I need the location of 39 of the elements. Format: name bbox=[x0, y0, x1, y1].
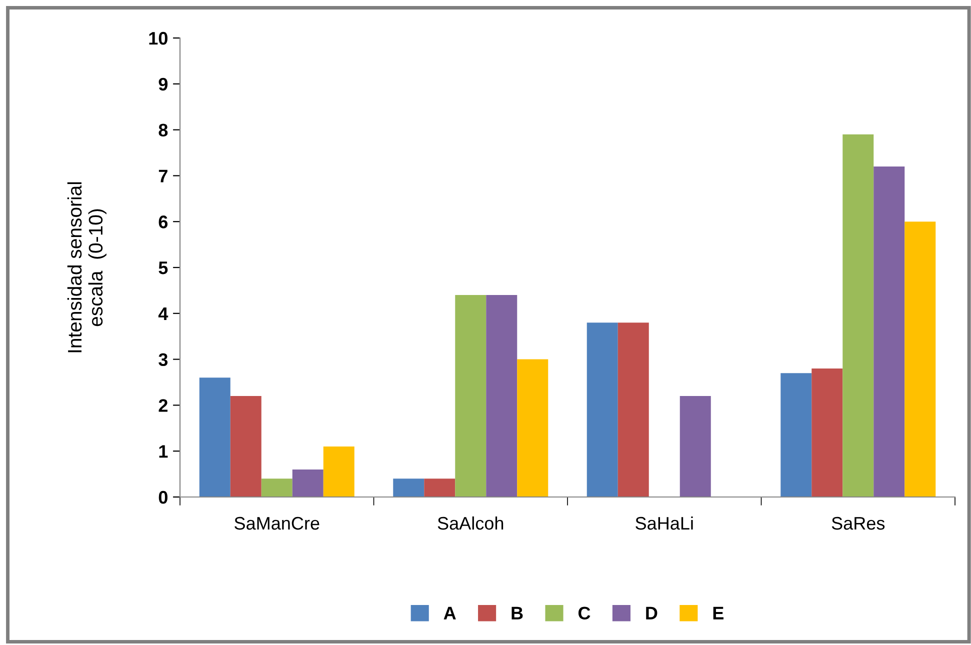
bar bbox=[424, 478, 456, 497]
legend-label: B bbox=[512, 606, 523, 620]
y-axis-title: Intensidad sensorial escala (0-10) bbox=[67, 182, 106, 352]
bar bbox=[323, 446, 354, 497]
y-tick-label: 6 bbox=[158, 216, 168, 228]
y-tick-label: 0 bbox=[158, 490, 168, 504]
bar bbox=[455, 295, 486, 497]
legend-label: C bbox=[578, 606, 590, 620]
bar bbox=[199, 378, 230, 497]
x-tick-label: SaManCre bbox=[234, 516, 320, 530]
y-tick-label: 5 bbox=[158, 262, 168, 274]
bar bbox=[393, 478, 424, 497]
bar bbox=[292, 469, 324, 497]
bar bbox=[904, 222, 936, 497]
x-tick-label: SaRes bbox=[832, 516, 885, 530]
bar bbox=[586, 322, 618, 497]
legend-label: E bbox=[713, 606, 724, 620]
bar bbox=[230, 396, 262, 497]
bar bbox=[812, 368, 843, 497]
bar bbox=[618, 322, 649, 497]
bar bbox=[842, 134, 874, 497]
y-tick-label: 4 bbox=[158, 308, 168, 320]
y-tick-label: 1 bbox=[159, 445, 168, 458]
y-tick-label: 8 bbox=[158, 124, 168, 137]
x-tick-label: SaHaLi bbox=[636, 516, 693, 530]
legend-label: A bbox=[444, 606, 456, 620]
bar bbox=[486, 295, 518, 497]
bar bbox=[680, 396, 711, 497]
y-tick-label: 10 bbox=[149, 32, 168, 45]
y-tick-label: 2 bbox=[158, 399, 168, 412]
y-tick-label: 3 bbox=[158, 353, 168, 366]
x-tick-label: SaAlcoh bbox=[438, 516, 504, 530]
legend-label: D bbox=[646, 606, 658, 620]
bar bbox=[780, 373, 812, 497]
bar bbox=[261, 478, 292, 497]
bar bbox=[517, 359, 548, 497]
bar bbox=[874, 166, 905, 497]
y-tick-label: 9 bbox=[158, 78, 168, 91]
y-tick-label: 7 bbox=[158, 170, 168, 182]
